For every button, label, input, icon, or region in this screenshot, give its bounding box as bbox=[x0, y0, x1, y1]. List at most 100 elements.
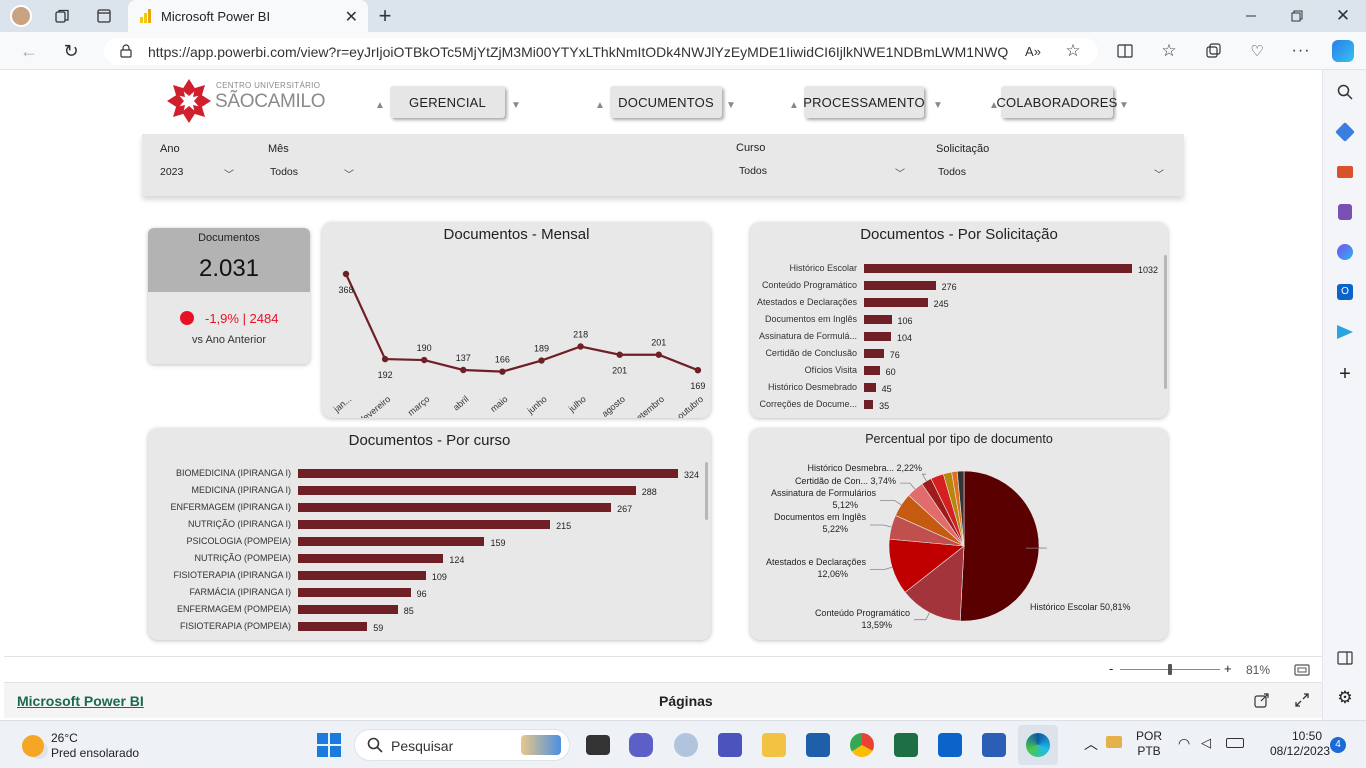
bar-category-label: Atestados e Declarações bbox=[756, 297, 857, 307]
bar bbox=[298, 554, 444, 563]
active-tab[interactable]: Microsoft Power BI ✕ bbox=[128, 0, 368, 32]
sidebar-layout-icon[interactable] bbox=[1335, 648, 1355, 668]
nav-documentos-button[interactable]: DOCUMENTOS bbox=[610, 86, 722, 118]
restore-icon[interactable] bbox=[1286, 6, 1308, 26]
chrome-icon[interactable] bbox=[850, 733, 874, 757]
app-circle-icon[interactable] bbox=[674, 733, 698, 757]
games-icon[interactable] bbox=[1335, 202, 1355, 222]
pie-label-value: 12,06% bbox=[817, 569, 848, 579]
up-arrow-icon: ▲ bbox=[789, 100, 799, 111]
back-icon[interactable]: ← bbox=[20, 40, 38, 61]
file-explorer-icon[interactable] bbox=[762, 733, 786, 757]
tools-icon[interactable] bbox=[1335, 162, 1355, 182]
calculator-icon[interactable] bbox=[806, 733, 830, 757]
word-icon[interactable] bbox=[982, 733, 1006, 757]
new-tab-icon[interactable]: + bbox=[378, 3, 392, 28]
clock[interactable]: 10:50 08/12/2023 bbox=[1270, 729, 1330, 759]
volume-icon[interactable]: ◁ bbox=[1201, 735, 1211, 750]
mail-tray-icon[interactable] bbox=[1106, 736, 1122, 748]
read-aloud-icon[interactable]: A» bbox=[1025, 43, 1041, 59]
solicitacao-dropdown[interactable]: Todos ﹀ bbox=[938, 162, 1168, 182]
close-tab-icon[interactable]: ✕ bbox=[344, 9, 358, 26]
task-view-icon[interactable] bbox=[586, 735, 610, 755]
language-indicator[interactable]: POR PTB bbox=[1134, 729, 1164, 759]
minimize-icon[interactable] bbox=[1240, 6, 1262, 26]
zoom-slider-thumb[interactable] bbox=[1168, 664, 1172, 675]
sao-camilo-logo: CENTRO UNIVERSITÁRIO SÃOCAMILO bbox=[166, 78, 326, 126]
windows-start-icon[interactable] bbox=[317, 733, 341, 757]
close-window-icon[interactable]: ✕ bbox=[1335, 6, 1351, 25]
bar-category-label: Certidão de Conclusão bbox=[765, 348, 857, 358]
curso-dropdown[interactable]: Todos ﹀ bbox=[739, 161, 911, 181]
nav-processamento-button[interactable]: PROCESSAMENTO bbox=[803, 86, 925, 118]
x-tick-label: março bbox=[406, 394, 432, 418]
bar bbox=[864, 264, 1132, 273]
edge-icon[interactable] bbox=[1026, 733, 1050, 757]
collections-icon[interactable] bbox=[1202, 41, 1224, 61]
split-screen-icon[interactable] bbox=[1114, 41, 1136, 61]
profile-avatar[interactable] bbox=[10, 5, 32, 27]
zoom-slider[interactable] bbox=[1120, 664, 1220, 675]
solicitacao-bar-chart: Histórico Escolar 1032 Conteúdo Programáti… bbox=[750, 222, 1168, 418]
powerbi-link[interactable]: Microsoft Power BI bbox=[17, 693, 144, 709]
weather-widget[interactable]: 26°C Pred ensolarado bbox=[20, 729, 160, 763]
pie-label-value: 13,59% bbox=[861, 620, 892, 630]
favorite-star-icon[interactable]: ☆ bbox=[1065, 41, 1081, 60]
data-label: 192 bbox=[378, 370, 393, 380]
search-icon[interactable] bbox=[1335, 82, 1355, 102]
curso-bar-chart-card[interactable]: Documentos - Por curso BIOMEDICINA (IPIR… bbox=[148, 428, 711, 640]
pie-label-name: Conteúdo Programático bbox=[815, 608, 910, 618]
data-point bbox=[655, 351, 662, 358]
send-icon[interactable] bbox=[1335, 322, 1355, 342]
zoom-in-button[interactable]: + bbox=[1224, 661, 1232, 676]
pie-chart-card[interactable]: Percentual por tipo de documento Históri… bbox=[750, 428, 1168, 640]
pie-label-name: Assinatura de Formulários bbox=[771, 488, 877, 498]
teams-chat-icon[interactable] bbox=[629, 733, 653, 757]
nav-gerencial-button[interactable]: GERENCIAL bbox=[390, 86, 505, 118]
ano-dropdown[interactable]: 2023 ﹀ bbox=[160, 162, 238, 182]
workspaces-icon[interactable] bbox=[52, 6, 72, 26]
solicitacao-bar-chart-card[interactable]: Documentos - Por Solicitação Histórico E… bbox=[750, 222, 1168, 418]
kpi-card[interactable]: Documentos 2.031 -1,9% | 2484 vs Ano Ant… bbox=[148, 228, 310, 364]
fit-to-page-icon[interactable] bbox=[1294, 663, 1310, 681]
kpi-title: Documentos bbox=[198, 232, 260, 244]
kpi-header bbox=[148, 228, 310, 292]
excel-icon[interactable] bbox=[894, 733, 918, 757]
data-label: 169 bbox=[690, 381, 705, 391]
bar-value-label: 267 bbox=[617, 504, 633, 514]
overflow-chevron-icon[interactable]: ︿ bbox=[1084, 736, 1098, 752]
share-icon[interactable] bbox=[1254, 692, 1270, 713]
bar-category-label: FISIOTERAPIA (IPIRANGA I) bbox=[173, 570, 291, 580]
vertical-scrollbar[interactable] bbox=[1164, 255, 1167, 389]
copilot-icon[interactable] bbox=[1332, 40, 1354, 62]
pie-slice bbox=[956, 470, 965, 547]
shopping-tag-icon[interactable] bbox=[1335, 122, 1355, 142]
m365-icon[interactable] bbox=[1335, 242, 1355, 262]
zoom-out-button[interactable]: - bbox=[1109, 661, 1114, 676]
outlook-icon[interactable]: O bbox=[1335, 282, 1355, 302]
battery-icon[interactable] bbox=[1226, 738, 1244, 748]
nav-colaboradores-button[interactable]: COLABORADORES bbox=[996, 86, 1117, 118]
fullscreen-icon[interactable] bbox=[1294, 692, 1310, 713]
wifi-icon[interactable]: ◠ bbox=[1178, 735, 1191, 751]
refresh-icon[interactable]: ↻ bbox=[63, 40, 79, 61]
mes-dropdown[interactable]: Todos ﹀ bbox=[270, 162, 358, 182]
performance-icon[interactable]: ♡ bbox=[1250, 43, 1264, 60]
taskbar-search[interactable]: Pesquisar bbox=[354, 729, 570, 761]
monthly-line-chart-card[interactable]: Documentos - Mensal 368 jan... 192 fevereir… bbox=[322, 222, 711, 418]
more-menu-icon[interactable]: ··· bbox=[1291, 42, 1311, 59]
x-tick-label: junho bbox=[525, 394, 549, 416]
url-field[interactable]: https://app.powerbi.com/view?r=eyJrIjoiO… bbox=[104, 38, 1098, 65]
settings-gear-icon[interactable]: ⚙ bbox=[1337, 688, 1353, 707]
vertical-scrollbar[interactable] bbox=[705, 462, 708, 520]
favorites-icon[interactable]: ☆ bbox=[1161, 41, 1177, 60]
bar-category-label: Documentos em Inglês bbox=[764, 314, 857, 324]
tab-actions-icon[interactable] bbox=[94, 6, 114, 26]
add-sidebar-icon[interactable]: + bbox=[1339, 362, 1351, 385]
notification-badge[interactable]: 4 bbox=[1330, 737, 1346, 753]
report-canvas: CENTRO UNIVERSITÁRIO SÃOCAMILO ▲ GERENCI… bbox=[4, 70, 1322, 656]
outlook-icon[interactable] bbox=[938, 733, 962, 757]
bar-category-label: Correções de Docume... bbox=[759, 399, 857, 409]
pages-button[interactable]: Páginas bbox=[659, 693, 713, 709]
teams-icon[interactable] bbox=[718, 733, 742, 757]
